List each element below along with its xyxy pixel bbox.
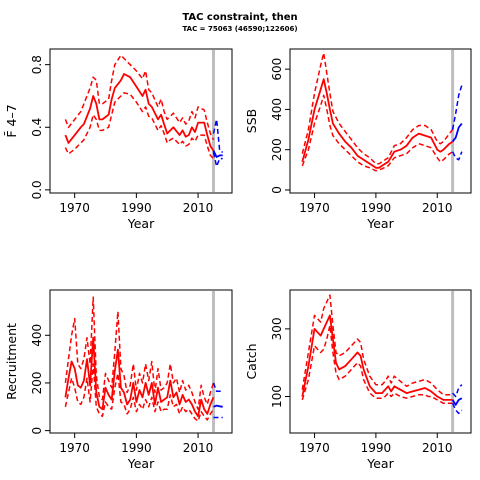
panel-catch: 1970 1990 2010 100 300 Year Catch bbox=[244, 289, 472, 471]
catch-series bbox=[301, 294, 463, 415]
recruitment-xlabel: Year bbox=[127, 456, 155, 471]
ssb-historic-lower-line bbox=[301, 94, 454, 172]
recruitment-ytick-label: 400 bbox=[30, 324, 44, 347]
ssb-projection-upper-line bbox=[451, 85, 463, 130]
recruitment-ylabel: Recruitment bbox=[4, 323, 19, 400]
catch-projection-lower-line bbox=[451, 402, 463, 415]
figure-title: TAC constraint, then bbox=[182, 12, 297, 23]
panel-recruitment: 1970 1990 2010 0 200 400 Year Recruitment bbox=[4, 289, 233, 471]
ssb-projection-lower-line bbox=[451, 151, 463, 161]
fbar-ytick-label: 0.4 bbox=[30, 118, 44, 137]
recruitment-ytick-label: 0 bbox=[30, 427, 44, 435]
ssb-ylabel: SSB bbox=[244, 109, 259, 133]
recruitment-historic-lower-line bbox=[64, 363, 215, 422]
ssb-ytick-label: 0 bbox=[270, 186, 284, 194]
recruitment-series bbox=[64, 296, 223, 422]
ssb-ytick-label: 400 bbox=[270, 98, 284, 121]
fbar-projection-lower-line bbox=[212, 152, 223, 168]
fbar-ytick-label: 0.8 bbox=[30, 55, 44, 74]
catch-xtick-label: 1970 bbox=[299, 441, 330, 455]
recruitment-projection-median-line bbox=[213, 404, 223, 408]
ssb-historic-median-line bbox=[301, 78, 454, 169]
catch-xlabel: Year bbox=[366, 456, 394, 471]
recruitment-historic-median-line bbox=[64, 336, 215, 418]
ssb-xtick-label: 1970 bbox=[299, 201, 330, 215]
catch-ylabel: Catch bbox=[244, 343, 259, 379]
catch-historic-lower-line bbox=[301, 324, 453, 405]
catch-xtick-label: 1990 bbox=[361, 441, 392, 455]
ssb-projection-median-line bbox=[451, 122, 463, 143]
fbar-xtick-label: 1990 bbox=[121, 201, 152, 215]
catch-plot-frame bbox=[289, 289, 472, 434]
figure-subtitle: TAC = 75063 (46590;122606) bbox=[182, 25, 297, 33]
ssb-ytick-label: 200 bbox=[270, 138, 284, 161]
fbar-plot-frame bbox=[49, 48, 233, 194]
recruitment-xtick-label: 1970 bbox=[59, 441, 90, 455]
catch-projection-median-line bbox=[451, 397, 463, 406]
fbar-ylabel: F̄ 4–7 bbox=[4, 104, 19, 137]
fbar-projection-median-line bbox=[212, 150, 223, 158]
ssb-ytick-label: 600 bbox=[270, 58, 284, 81]
ssb-xtick-label: 2010 bbox=[422, 201, 453, 215]
fbar-xtick-label: 1970 bbox=[59, 201, 90, 215]
fbar-historic-lower-line bbox=[64, 92, 215, 160]
recruitment-projection-upper-line bbox=[212, 382, 223, 393]
ssb-xlabel: Year bbox=[366, 216, 394, 231]
panel-ssb: 1970 1990 2010 0 200 400 600 Year SSB bbox=[244, 48, 472, 231]
recruitment-xtick-label: 2010 bbox=[183, 441, 214, 455]
catch-xtick-label: 2010 bbox=[422, 441, 453, 455]
fbar-series bbox=[64, 54, 224, 168]
catch-projection-upper-line bbox=[452, 384, 463, 398]
fbar-xtick-label: 2010 bbox=[183, 201, 214, 215]
fbar-historic-upper-line bbox=[64, 54, 215, 141]
fbar-ytick-label: 0.0 bbox=[30, 180, 44, 199]
ssb-plot-frame bbox=[289, 48, 472, 194]
recruitment-plot-frame bbox=[49, 289, 233, 434]
catch-ytick-label: 300 bbox=[270, 317, 284, 340]
ssb-xtick-label: 1990 bbox=[361, 201, 392, 215]
panel-fbar: 1970 1990 2010 0.0 0.4 0.8 Year F̄ 4–7 bbox=[4, 48, 233, 231]
fbar-xlabel: Year bbox=[127, 216, 155, 231]
ssb-series bbox=[301, 52, 463, 172]
recruitment-historic-upper-line bbox=[64, 296, 215, 410]
catch-ytick-label: 100 bbox=[270, 385, 284, 408]
ssb-historic-upper-line bbox=[301, 52, 454, 165]
panels: 1970 1990 2010 0.0 0.4 0.8 Year F̄ 4–7 1970 1990 2… bbox=[4, 48, 472, 471]
fbar-historic-median-line bbox=[64, 73, 215, 152]
catch-historic-median-line bbox=[301, 314, 453, 401]
recruitment-xtick-label: 1990 bbox=[121, 441, 152, 455]
recruitment-ytick-label: 200 bbox=[30, 371, 44, 394]
